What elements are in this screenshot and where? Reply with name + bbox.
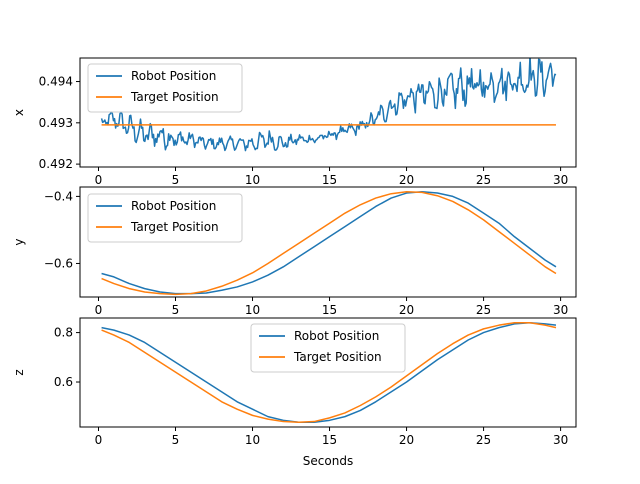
y-tick-label: 0.494 [39, 75, 73, 89]
legend-entry-label: Robot Position [131, 69, 216, 83]
x-tick-label: 25 [476, 433, 491, 447]
series-group [101, 190, 557, 296]
x-tick-label: 25 [476, 173, 491, 187]
subplot-x: 0 5 10 15 20 25 30 0.492 0.493 0.494 x Robot Positi… [12, 57, 577, 187]
x-tick-label: 5 [172, 173, 180, 187]
x-tick-label: 10 [245, 173, 260, 187]
legend-box [87, 193, 243, 243]
subplot-y: 0 5 10 15 20 25 30 −0.6 −0.4 y Robot Position Targe… [12, 186, 577, 317]
axes-frame [79, 57, 577, 168]
axes-frame [79, 186, 577, 298]
x-tick-label: 20 [399, 173, 414, 187]
series-line-robot-position [100, 58, 557, 152]
series-line-target-position [101, 190, 557, 296]
y-tick-label: 0.8 [54, 326, 73, 340]
x-tick-label: 10 [245, 303, 260, 317]
legend: Robot Position Target Position [250, 323, 406, 373]
x-tick-label: 5 [172, 433, 180, 447]
legend-box [87, 63, 243, 113]
series-line-target-position [101, 321, 557, 424]
legend-entry-label: Target Position [130, 90, 219, 104]
x-tick-label: 5 [172, 303, 180, 317]
legend-box [250, 323, 406, 373]
series-line-robot-position [101, 321, 557, 424]
legend: Robot Position Target Position [87, 63, 243, 113]
subplot-z: 0 5 10 15 20 25 30 0.6 0.8 z Seconds Robot Position… [12, 317, 577, 468]
x-tick-label: 0 [95, 433, 103, 447]
series-group [101, 321, 557, 424]
y-tick-label: 0.6 [54, 375, 73, 389]
x-tick-label: 0 [95, 303, 103, 317]
x-tick-label: 20 [399, 303, 414, 317]
legend-entry-label: Robot Position [131, 199, 216, 213]
x-tick-label: 20 [399, 433, 414, 447]
y-axis-label: z [12, 369, 26, 375]
y-tick-label: 0.493 [39, 116, 73, 130]
x-tick-label: 0 [95, 173, 103, 187]
x-tick-label: 10 [245, 433, 260, 447]
y-tick-label: 0.492 [39, 157, 73, 171]
legend-entry-label: Robot Position [294, 329, 379, 343]
x-tick-label: 15 [322, 173, 337, 187]
x-axis-label: Seconds [303, 454, 353, 468]
x-tick-label: 30 [553, 433, 568, 447]
legend: Robot Position Target Position [87, 193, 243, 243]
x-tick-label: 15 [322, 433, 337, 447]
x-tick-label: 30 [553, 173, 568, 187]
y-tick-label: −0.4 [44, 189, 73, 203]
x-tick-label: 30 [553, 303, 568, 317]
x-tick-label: 15 [322, 303, 337, 317]
x-tick-label: 25 [476, 303, 491, 317]
y-axis-label: y [12, 238, 26, 245]
y-axis-label: x [12, 109, 26, 116]
y-tick-label: −0.6 [44, 256, 73, 270]
axes-frame [79, 317, 577, 428]
series-group [100, 58, 557, 152]
legend-entry-label: Target Position [130, 220, 219, 234]
legend-entry-label: Target Position [293, 350, 382, 364]
